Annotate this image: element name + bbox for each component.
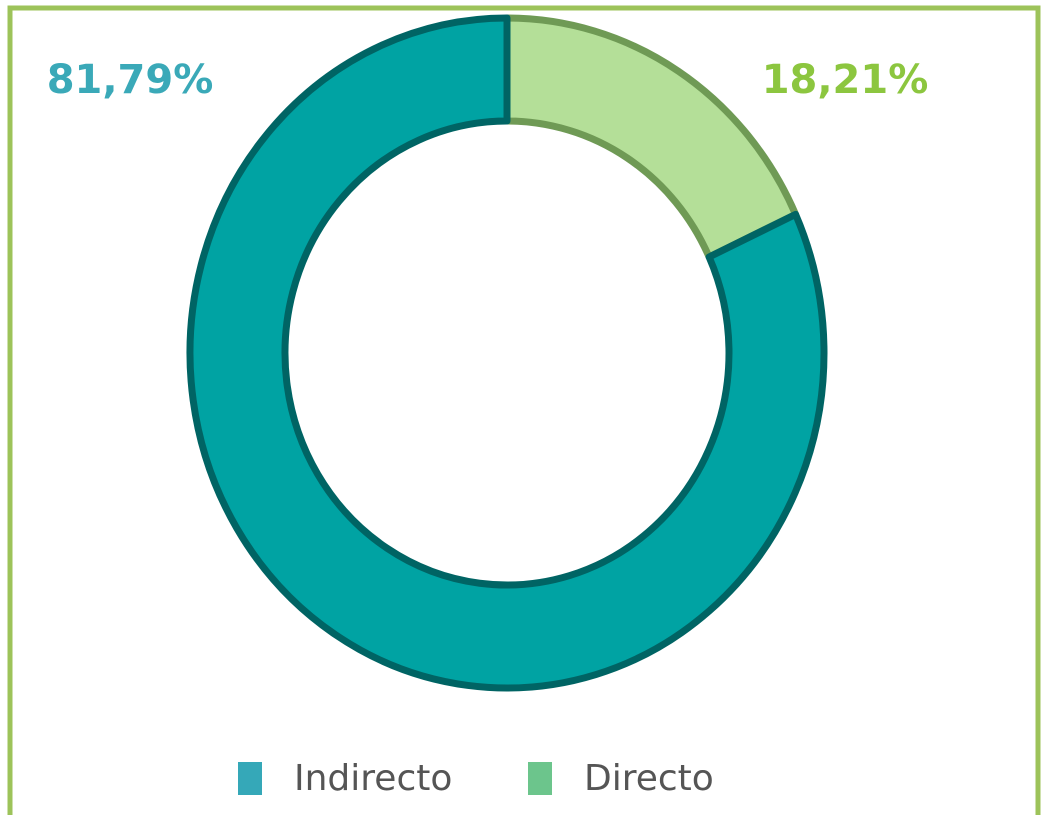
legend-label: Indirecto [294, 758, 452, 799]
slice [186, 14, 828, 692]
legend-label: Directo [584, 758, 714, 799]
legend-swatch [528, 762, 552, 795]
slice [503, 14, 800, 261]
frame [7, 5, 1041, 815]
value-label: 81,79% [47, 57, 214, 103]
legend-swatch [238, 762, 262, 795]
value-label: 18,21% [762, 57, 929, 103]
